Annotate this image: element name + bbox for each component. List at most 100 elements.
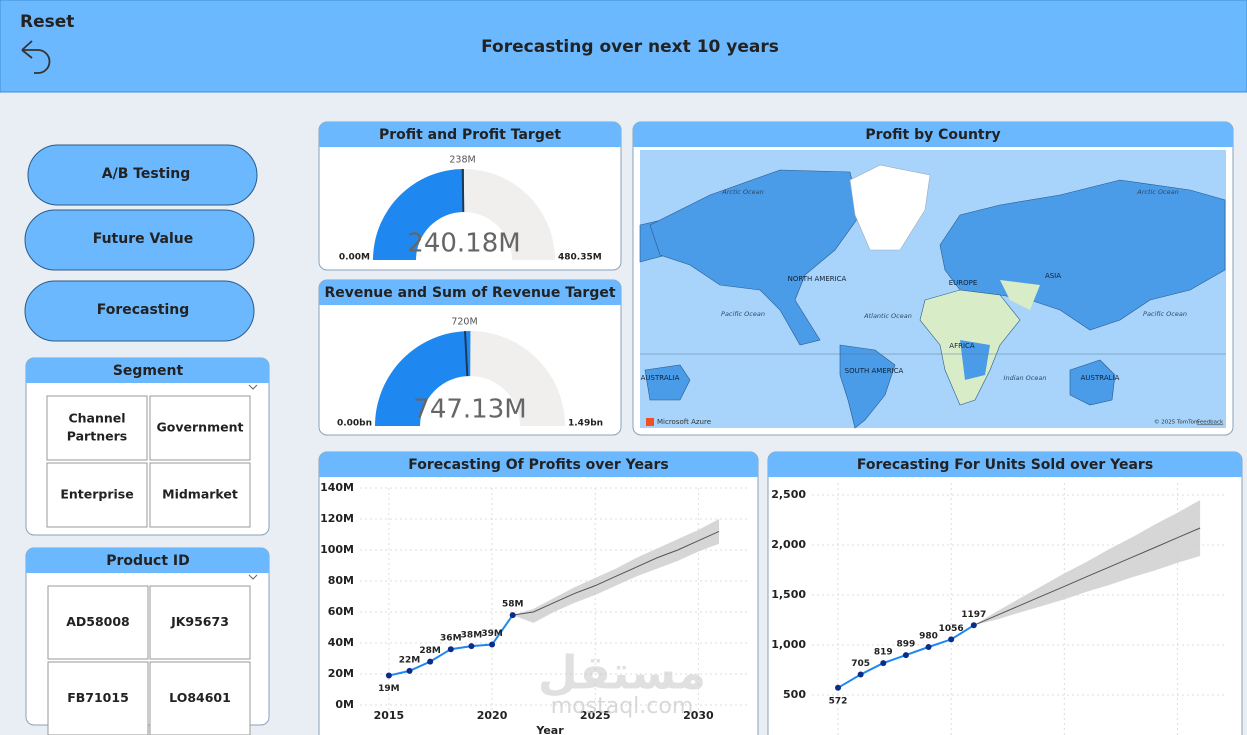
data-point[interactable] bbox=[880, 660, 887, 667]
slicer-item-label[interactable]: Government bbox=[157, 420, 244, 435]
land bbox=[1000, 280, 1040, 310]
gauge-target-label: 720M bbox=[451, 317, 477, 328]
y-tick-label: 100M bbox=[320, 543, 354, 556]
data-point[interactable] bbox=[447, 646, 454, 653]
land bbox=[960, 340, 990, 380]
map-label: Pacific Ocean bbox=[721, 310, 765, 318]
azure-logo bbox=[646, 418, 654, 426]
data-label: 36M bbox=[440, 634, 462, 644]
map[interactable] bbox=[639, 150, 1226, 429]
slicer-title: Product ID bbox=[106, 553, 189, 569]
gauge-value-label: 240.18M bbox=[407, 229, 520, 259]
page-title: Forecasting over next 10 years bbox=[481, 37, 779, 57]
watermark: مستقل bbox=[538, 646, 706, 700]
panel-title: Forecasting Of Profits over Years bbox=[408, 457, 668, 473]
slicer-item[interactable] bbox=[149, 585, 251, 660]
slicer-item-label[interactable]: AD58008 bbox=[66, 614, 130, 629]
nav-button[interactable] bbox=[27, 144, 258, 206]
slicer-item[interactable] bbox=[47, 661, 149, 735]
data-point[interactable] bbox=[835, 684, 842, 691]
slicer-item[interactable] bbox=[46, 395, 148, 461]
map-feedback[interactable]: Feedback bbox=[1197, 420, 1224, 426]
slicer-item-label[interactable]: JK95673 bbox=[170, 614, 229, 629]
reset-label[interactable]: Reset bbox=[20, 12, 74, 32]
slicer-header bbox=[26, 358, 269, 383]
map-label: NORTH AMERICA bbox=[788, 275, 847, 283]
gauge-min-label: 0.00bn bbox=[337, 419, 372, 429]
data-label: 22M bbox=[399, 655, 421, 665]
y-tick-label: 500 bbox=[783, 688, 806, 701]
data-point[interactable] bbox=[970, 622, 977, 629]
map-copyright: © 2025 TomTom bbox=[1154, 419, 1199, 426]
gauge-value-label: 747.13M bbox=[413, 395, 526, 425]
dropdown-icon[interactable] bbox=[248, 574, 258, 580]
data-point[interactable] bbox=[468, 643, 475, 650]
forecast-band bbox=[973, 500, 1201, 626]
nav-button[interactable] bbox=[24, 280, 255, 342]
data-label: 572 bbox=[829, 696, 848, 706]
header-bar bbox=[0, 0, 1247, 93]
map-header bbox=[633, 122, 1233, 147]
panel-header bbox=[319, 280, 621, 305]
data-point[interactable] bbox=[509, 612, 516, 619]
dropdown-icon[interactable] bbox=[248, 384, 258, 390]
data-point[interactable] bbox=[385, 672, 392, 679]
data-point[interactable] bbox=[948, 636, 955, 643]
slicer-item[interactable] bbox=[149, 462, 251, 528]
map-label: Atlantic Ocean bbox=[863, 312, 912, 320]
gauge-value bbox=[373, 168, 465, 260]
data-label: 819 bbox=[874, 648, 893, 658]
y-tick-label: 2,500 bbox=[771, 488, 806, 501]
x-axis-title: Year bbox=[535, 724, 564, 735]
data-point[interactable] bbox=[857, 671, 864, 678]
map-label: Arctic Ocean bbox=[1136, 188, 1178, 196]
map-label: AUSTRALIA bbox=[1081, 374, 1120, 382]
slicer-item-label[interactable]: Partners bbox=[67, 429, 127, 444]
slicer-item-label[interactable]: LO84601 bbox=[169, 690, 231, 705]
nav-button-label[interactable]: Forecasting bbox=[97, 302, 190, 318]
map-label: SOUTH AMERICA bbox=[845, 367, 904, 375]
map-label: Pacific Ocean bbox=[1143, 310, 1187, 318]
x-tick-label: 2025 bbox=[580, 709, 611, 722]
y-tick-label: 20M bbox=[328, 667, 354, 680]
y-tick-label: 40M bbox=[328, 636, 354, 649]
slicer-item-label[interactable]: Channel bbox=[68, 411, 125, 426]
land bbox=[649, 169, 861, 346]
back-icon[interactable] bbox=[21, 40, 51, 74]
panel bbox=[767, 451, 1243, 735]
map-label: Indian Ocean bbox=[1004, 374, 1047, 382]
x-tick-label: 2015 bbox=[374, 709, 405, 722]
panel-header bbox=[768, 452, 1242, 477]
data-point[interactable] bbox=[489, 641, 496, 648]
data-point[interactable] bbox=[902, 652, 909, 659]
data-label: 19M bbox=[378, 684, 400, 694]
gauge-target-label: 238M bbox=[449, 155, 475, 166]
y-tick-label: 120M bbox=[320, 512, 354, 525]
nav-button[interactable] bbox=[24, 209, 255, 271]
data-point[interactable] bbox=[925, 644, 932, 650]
data-point[interactable] bbox=[406, 667, 413, 674]
map-label: ASIA bbox=[1045, 272, 1061, 280]
slicer-item[interactable] bbox=[46, 462, 148, 528]
slicer-item-label[interactable]: Midmarket bbox=[162, 487, 238, 502]
slicer-item[interactable] bbox=[149, 395, 251, 461]
slicer-item-label[interactable]: FB71015 bbox=[67, 690, 129, 705]
slicer-item-label[interactable]: Enterprise bbox=[60, 487, 133, 502]
y-tick-label: 0M bbox=[335, 698, 354, 711]
panel-title: Revenue and Sum of Revenue Target bbox=[324, 285, 615, 301]
slicer-title: Segment bbox=[113, 363, 184, 379]
land bbox=[839, 344, 896, 429]
slicer-item[interactable] bbox=[149, 661, 251, 735]
land bbox=[849, 164, 931, 251]
panel-header bbox=[319, 452, 758, 477]
slicer-item[interactable] bbox=[47, 585, 149, 660]
nav-button-label[interactable]: A/B Testing bbox=[102, 166, 191, 182]
nav-button-label[interactable]: Future Value bbox=[93, 231, 194, 247]
map-label: AFRICA bbox=[949, 342, 975, 350]
data-label: 1056 bbox=[939, 624, 964, 634]
slicer-header bbox=[26, 548, 269, 573]
y-tick-label: 140M bbox=[320, 481, 354, 494]
map-label: Arctic Ocean bbox=[721, 188, 763, 196]
map-label: EUROPE bbox=[949, 279, 978, 287]
data-point[interactable] bbox=[427, 658, 434, 665]
